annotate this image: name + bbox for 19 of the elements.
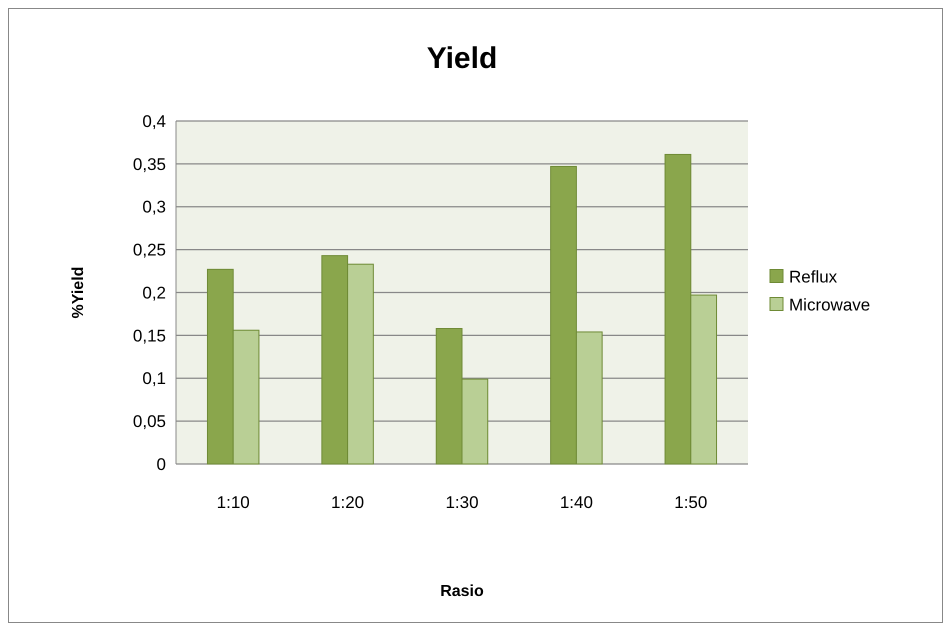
y-tick-label: 0,05 [132, 412, 166, 432]
y-tick-label: 0 [156, 454, 166, 474]
legend-label: Microwave [789, 295, 870, 314]
y-tick-label: 0,35 [132, 154, 166, 174]
y-tick-label: 0,1 [142, 369, 166, 388]
y-tick-label: 0,3 [142, 198, 166, 217]
x-tick-label: 1:50 [674, 493, 708, 512]
y-tick-label: 0,25 [132, 240, 166, 260]
legend-label: Reflux [789, 267, 838, 286]
chart-title: Yield [426, 42, 498, 75]
y-axis-title: %Yield [70, 266, 87, 318]
x-tick-label: 1:40 [560, 493, 593, 512]
x-tick-label: 1:20 [331, 493, 364, 512]
x-axis-title: Rasio [440, 583, 484, 600]
x-tick-label: 1:30 [445, 493, 479, 512]
x-tick-label: 1:10 [216, 493, 250, 512]
y-tick-label: 0,4 [142, 112, 166, 131]
y-tick-label: 0,15 [132, 326, 166, 346]
y-tick-label: 0,2 [142, 283, 166, 302]
